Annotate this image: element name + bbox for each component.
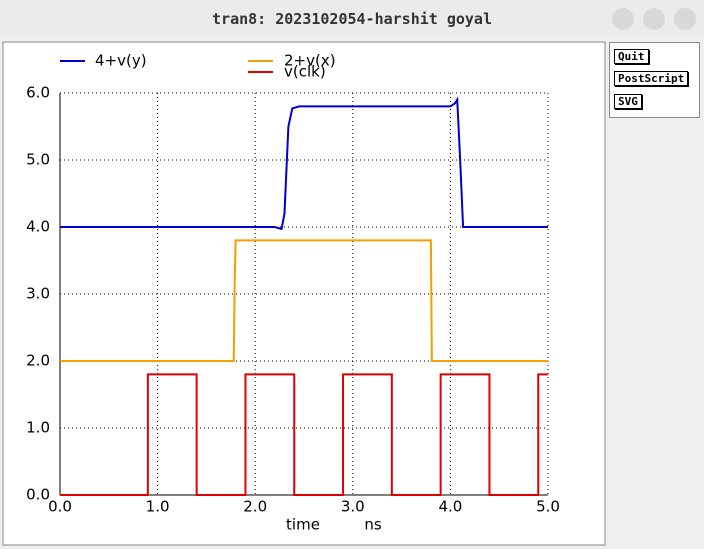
window-title: tran8: 2023102054-harshit goyal	[212, 10, 492, 28]
legend-label: 2+v(x)	[284, 52, 336, 70]
x-tick-label: 3.0	[341, 498, 365, 516]
x-axis-label: time	[286, 516, 320, 534]
x-tick-label: 0.0	[48, 498, 72, 516]
maximize-button[interactable]	[643, 8, 665, 30]
y-tick-label: 3.0	[26, 285, 50, 303]
svg-button[interactable]: SVG	[614, 94, 642, 109]
x-tick-label: 2.0	[243, 498, 267, 516]
y-tick-label: 4.0	[26, 218, 50, 236]
x-tick-label: 4.0	[438, 498, 462, 516]
postscript-button[interactable]: PostScript	[614, 71, 689, 86]
legend-label: v(clk)	[284, 63, 326, 81]
y-tick-label: 0.0	[26, 486, 50, 504]
quit-button[interactable]: Quit	[614, 49, 649, 64]
close-button[interactable]	[674, 8, 696, 30]
legend-label: 4+v(y)	[95, 52, 147, 70]
y-tick-label: 2.0	[26, 352, 50, 370]
y-tick-label: 6.0	[26, 84, 50, 102]
title-bar: tran8: 2023102054-harshit goyal	[0, 0, 704, 38]
x-tick-label: 1.0	[146, 498, 170, 516]
x-axis-unit: ns	[364, 516, 382, 534]
y-tick-label: 5.0	[26, 151, 50, 169]
y-tick-label: 1.0	[26, 419, 50, 437]
x-tick-label: 5.0	[536, 498, 560, 516]
series-line	[60, 239, 548, 362]
button-panel: Quit PostScript SVG	[609, 42, 700, 118]
series-line	[60, 373, 548, 496]
minimize-button[interactable]	[612, 8, 634, 30]
series-line	[60, 96, 548, 231]
